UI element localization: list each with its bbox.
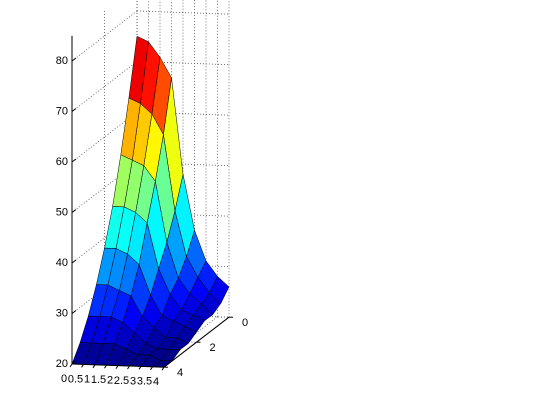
x-tick-label: 3 (130, 375, 136, 387)
x-tick-label: 3.5 (137, 376, 152, 388)
x-tick (115, 365, 119, 369)
z-tick-label: 40 (56, 257, 68, 269)
grid-line (136, 10, 230, 15)
y-tick-label: 2 (209, 342, 215, 354)
z-tick-label: 30 (56, 307, 68, 319)
x-tick (69, 363, 73, 368)
surface (71, 36, 230, 368)
x-tick (138, 366, 142, 370)
z-tick-label: 60 (56, 156, 68, 168)
y-tick-label: 4 (177, 367, 183, 379)
z-tick (71, 259, 77, 264)
z-tick-label: 80 (56, 55, 68, 67)
z-tick-label: 50 (56, 206, 68, 218)
z-tick-label: 20 (56, 358, 68, 370)
z-tick (71, 310, 77, 314)
x-tick-label: 2.5 (114, 375, 129, 387)
y-tick-label: 0 (242, 317, 248, 329)
x-tick-label: 2 (107, 375, 113, 387)
x-tick (92, 364, 96, 369)
z-tick (71, 57, 77, 62)
z-tick (71, 108, 77, 112)
z-tick (71, 158, 77, 163)
z-tick-label: 70 (56, 105, 68, 117)
x-tick-label: 4 (153, 376, 159, 388)
x-tick (81, 364, 84, 368)
x-tick-label: 1 (84, 374, 90, 386)
z-tick (71, 360, 77, 365)
x-tick (150, 366, 153, 371)
x-tick (127, 365, 130, 370)
x-tick-label: 0.5 (68, 373, 83, 385)
z-tick (71, 209, 77, 213)
x-tick (104, 364, 107, 369)
x-tick (161, 366, 165, 371)
x-tick-label: 0 (61, 373, 67, 385)
x-tick-label: 1.5 (91, 374, 106, 386)
